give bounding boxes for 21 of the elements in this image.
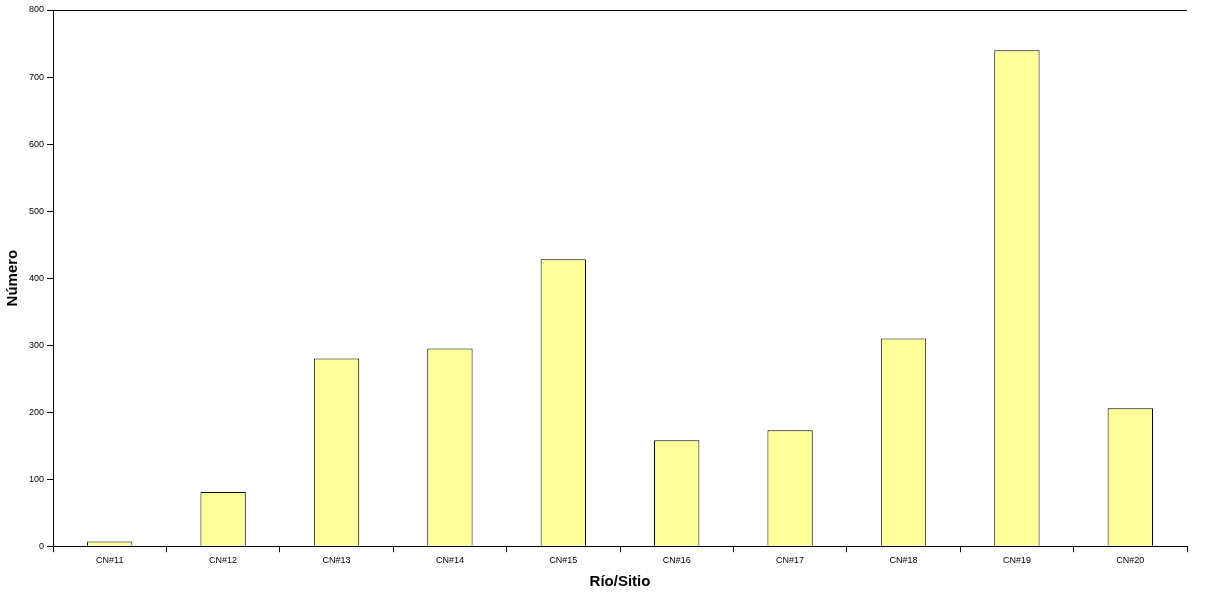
x-tick-label: CN#19 <box>1002 555 1031 566</box>
y-tick-label: 700 <box>28 71 45 82</box>
x-tick-label: CN#11 <box>96 555 124 566</box>
y-tick-label: 800 <box>28 4 45 15</box>
y-tick-label: 500 <box>28 205 45 216</box>
x-tick-label: CN#16 <box>662 555 691 566</box>
x-tick-label: CN#13 <box>322 555 351 566</box>
y-axis-title: Número <box>3 249 21 307</box>
y-tick-label: 600 <box>28 138 45 149</box>
y-tick-label: 0 <box>39 540 45 551</box>
y-tick-label: 300 <box>28 339 45 350</box>
x-axis-title: Río/Sitio <box>589 572 651 590</box>
y-tick-label: 200 <box>28 406 45 417</box>
x-tick-label: CN#17 <box>776 555 805 566</box>
x-tick-label: CN#18 <box>889 555 918 566</box>
x-tick-label: CN#14 <box>435 555 464 566</box>
x-tick-label: CN#12 <box>209 555 238 566</box>
x-tick-label: CN#15 <box>549 555 578 566</box>
y-tick-label: 400 <box>28 272 45 283</box>
y-tick-label: 100 <box>28 473 45 484</box>
x-tick-label: CN#20 <box>1116 555 1145 566</box>
